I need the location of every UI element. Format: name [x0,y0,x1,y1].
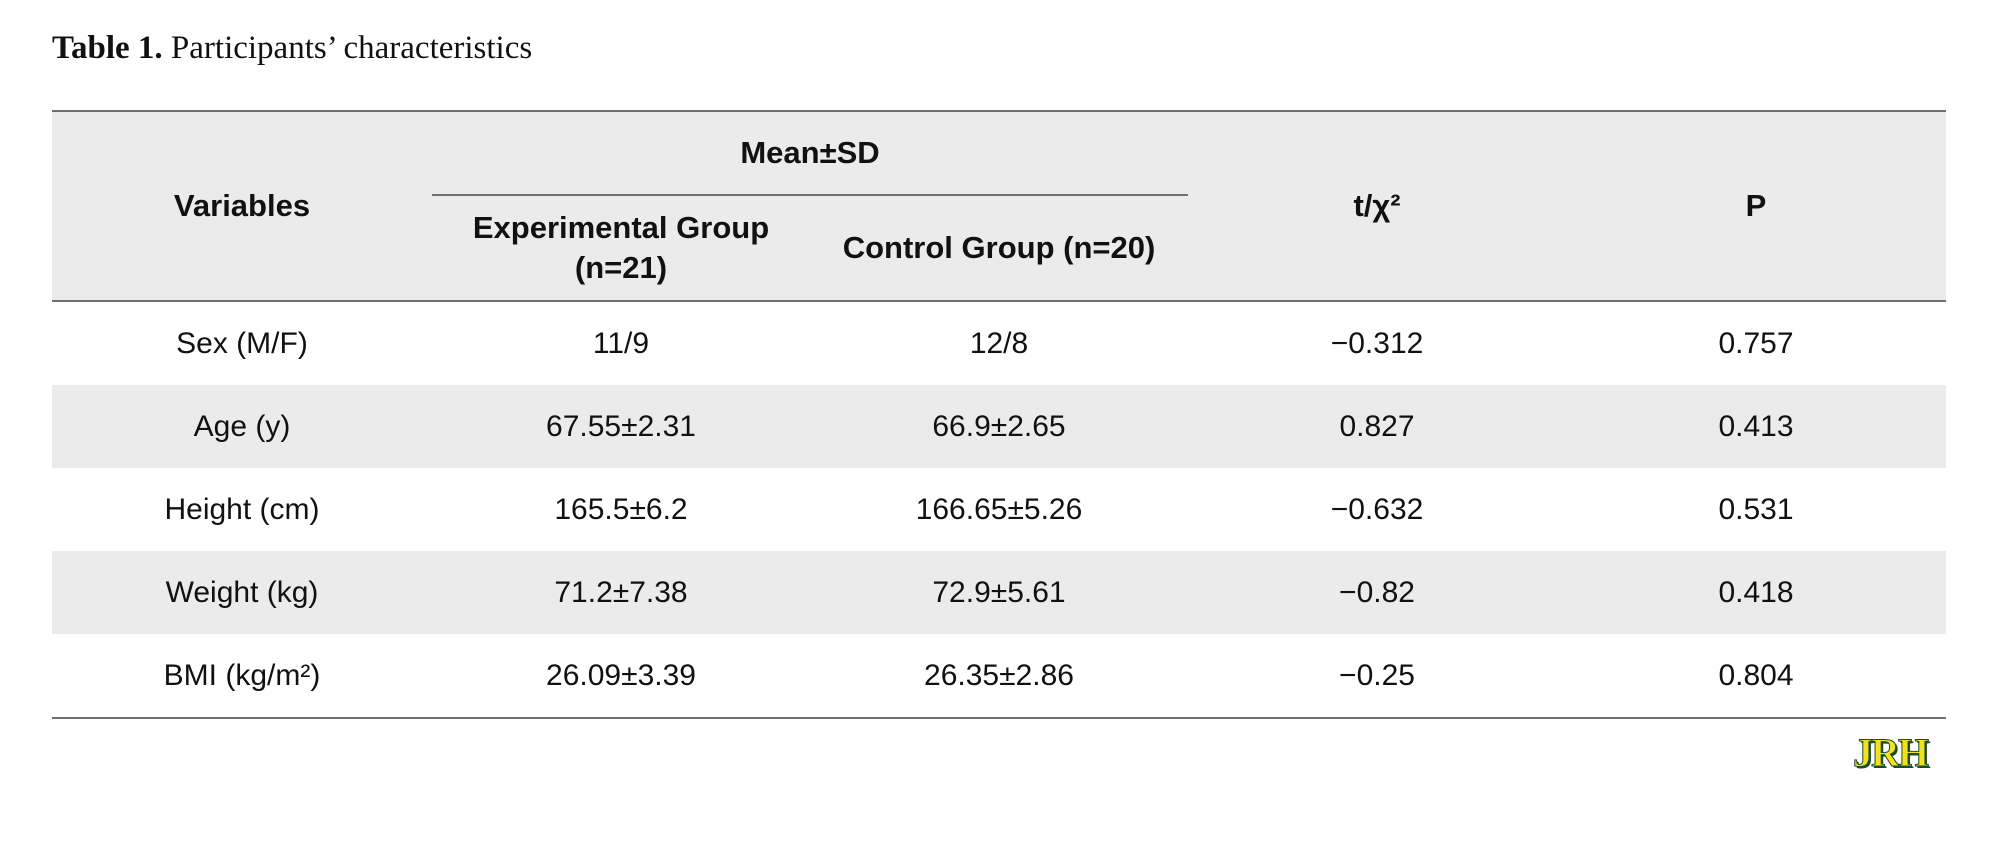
cell-control: 26.35±2.86 [924,658,1074,692]
cell-variable: Height (cm) [164,492,320,526]
header-mean-sd: Mean±SD [432,111,1189,196]
cell-variable: Age (y) [193,409,291,443]
table-caption-label: Table 1. [52,30,163,66]
cell-p: 0.531 [1718,492,1794,526]
header-experimental-group: Experimental Group (n=21) [432,195,810,301]
header-t-chi2: t/χ² [1353,188,1401,223]
table-row: Age (y) 67.55±2.31 66.9±2.65 0.827 0.413 [52,385,1947,468]
cell-experimental: 71.2±7.38 [554,575,688,609]
cell-control: 12/8 [969,326,1029,360]
cell-stat: −0.632 [1330,492,1424,526]
table-row: Sex (M/F) 11/9 12/8 −0.312 0.757 [52,301,1946,385]
cell-experimental: 67.55±2.31 [546,409,696,443]
cell-experimental: 165.5±6.2 [554,492,688,526]
jrh-logo-text: JRH [1853,732,1929,772]
cell-stat: −0.25 [1339,658,1415,692]
header-experimental-group-label: Experimental Group (n=21) [472,210,770,285]
cell-stat: −0.82 [1339,575,1415,609]
cell-p: 0.418 [1718,575,1794,609]
header-control-group: Control Group (n=20) [842,230,1156,265]
table-row: BMI (kg/m²) 26.09±3.39 26.35±2.86 −0.25 … [52,634,1946,718]
table-row: Weight (kg) 71.2±7.38 72.9±5.61 −0.82 0.… [52,551,1947,634]
jrh-logo-shadow: JRH [1855,732,1931,772]
table-body: Sex (M/F) 11/9 12/8 −0.312 0.757 Age (y)… [52,301,1947,718]
cell-variable: BMI (kg/m²) [163,658,321,692]
header-p: P [1745,188,1767,223]
cell-control: 72.9±5.61 [932,575,1066,609]
cell-p: 0.757 [1718,326,1794,360]
cell-variable: Weight (kg) [165,575,319,609]
table-caption-title: Participants’ characteristics [170,30,533,66]
cell-variable: Sex (M/F) [176,326,308,360]
cell-experimental: 26.09±3.39 [546,658,696,692]
table-row: Height (cm) 165.5±6.2 166.65±5.26 −0.632… [52,468,1946,551]
jrh-logo: JRH JRH [1834,732,1946,772]
header-variables: Variables [173,188,311,223]
cell-control: 166.65±5.26 [915,492,1083,526]
cell-p: 0.804 [1718,658,1794,692]
cell-control: 66.9±2.65 [932,409,1066,443]
cell-stat: −0.312 [1330,326,1424,360]
table-header: Variables Mean±SD t/χ² P Experimental Gr… [52,111,1947,301]
cell-experimental: 11/9 [592,326,650,360]
cell-stat: 0.827 [1339,409,1415,443]
jrh-logo-graphic: JRH JRH [1853,732,1933,772]
cell-p: 0.413 [1718,409,1794,443]
table-caption: Table 1. Participants’ characteristics [52,30,532,67]
participants-table: Variables Mean±SD t/χ² P Experimental Gr… [52,110,1947,719]
